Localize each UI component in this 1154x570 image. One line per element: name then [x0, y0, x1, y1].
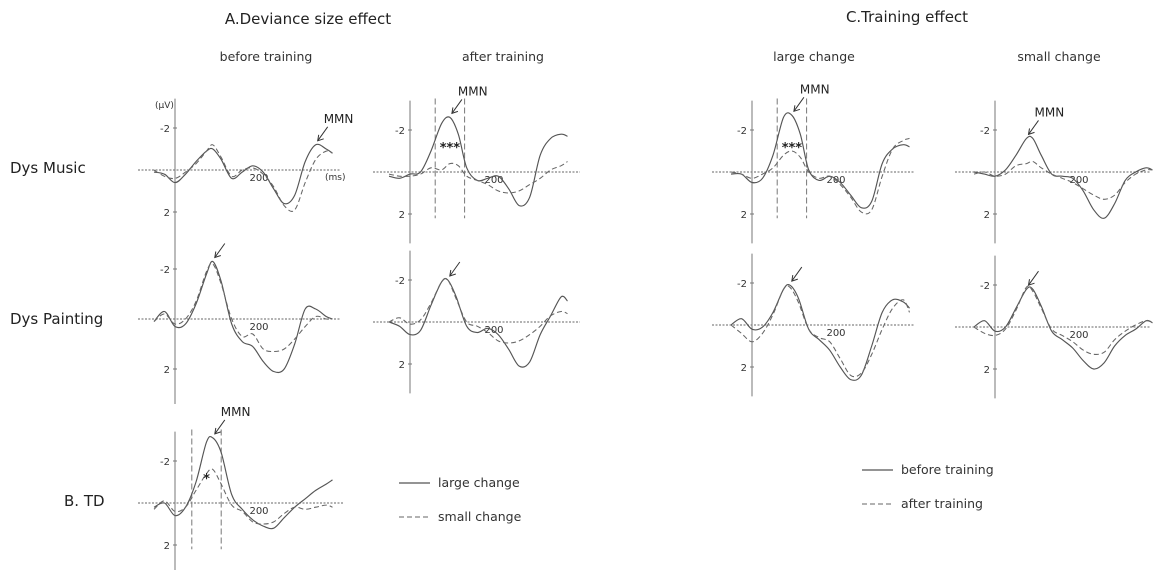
- series-line-solid: [730, 112, 910, 209]
- series-line-dashed: [388, 161, 568, 194]
- x-tick-label: 200: [826, 328, 845, 339]
- column-title-before-training: before training: [220, 49, 313, 64]
- column-title-small-change: small change: [1017, 49, 1101, 64]
- mmn-arrowhead: [791, 275, 798, 282]
- x-tick-label: 200: [249, 322, 268, 333]
- x-tick-label: 200: [1069, 330, 1088, 341]
- panel-c_painting_large: -2 2 200: [712, 253, 915, 397]
- y-tick-label: 2: [164, 208, 170, 219]
- column-title-after-training: after training: [462, 49, 544, 64]
- series-line-dashed: [973, 285, 1153, 355]
- series-line-solid: [388, 277, 568, 368]
- y-tick-label: -2: [160, 265, 170, 276]
- y-tick-label: -2: [160, 457, 170, 468]
- series-line-solid: [153, 143, 333, 205]
- y-unit-label: (µV): [155, 101, 174, 111]
- legend-training: before training after training: [862, 462, 994, 511]
- y-tick-label: -2: [160, 124, 170, 135]
- row-label-dys-music: Dys Music: [10, 159, 86, 177]
- mmn-arrowhead: [793, 105, 801, 113]
- mmn-label: MMN: [800, 82, 830, 96]
- mmn-arrowhead: [214, 427, 221, 435]
- y-tick-label: -2: [980, 281, 990, 292]
- y-tick-label: 2: [164, 541, 170, 552]
- panel-b_td: -2 2 200 MMN *: [138, 405, 343, 570]
- column-title-large-change: large change: [773, 49, 855, 64]
- series-line-solid: [973, 135, 1153, 219]
- mmn-arrowhead: [1027, 128, 1035, 136]
- y-tick-label: 2: [164, 365, 170, 376]
- panel-a_music_after: -2 2 200 MMN ***: [373, 84, 580, 244]
- significance-marker: ***: [440, 141, 461, 156]
- series-line-dashed: [730, 137, 910, 215]
- y-tick-label: 2: [399, 210, 405, 221]
- y-tick-label: 2: [984, 210, 990, 221]
- legend-label-large-change: large change: [438, 475, 520, 490]
- panel-c_music_small: -2 2 200 MMN: [955, 100, 1153, 244]
- mmn-arrow: [1028, 270, 1039, 286]
- y-tick-label: -2: [980, 126, 990, 137]
- panels: -2 2 200 MMN -2 2 200 MMN *** -2 2 200 -2 2 200 -2 2 200 M…: [138, 82, 1153, 570]
- mmn-arrow: [791, 266, 803, 282]
- series-line-dashed: [388, 277, 568, 344]
- y-tick-label: 2: [984, 365, 990, 376]
- y-tick-label: -2: [395, 126, 405, 137]
- mmn-arrowhead: [451, 107, 459, 115]
- x-unit-label: (ms): [325, 173, 345, 183]
- panel-a_music_before: -2 2 200 MMN: [138, 98, 354, 242]
- y-tick-label: -2: [737, 126, 747, 137]
- series-line-solid: [153, 435, 333, 530]
- mmn-label: MMN: [1035, 105, 1065, 119]
- y-tick-label: -2: [395, 276, 405, 287]
- mmn-arrowhead: [214, 251, 221, 259]
- series-line-solid: [973, 286, 1153, 370]
- row-label-dys-painting: Dys Painting: [10, 310, 103, 328]
- row-label-td: B. TD: [64, 492, 105, 510]
- mmn-arrow: [451, 99, 463, 114]
- mmn-arrow: [214, 419, 226, 435]
- series-line-dashed: [153, 262, 333, 353]
- series-line-dashed: [153, 144, 333, 212]
- legend-label-after-training: after training: [901, 496, 983, 511]
- x-tick-label: 200: [249, 173, 268, 184]
- series-line-solid: [388, 116, 568, 207]
- mmn-arrowhead: [317, 134, 324, 142]
- x-tick-label: 200: [249, 506, 268, 517]
- panel-a_painting_before: -2 2 200: [138, 234, 340, 404]
- mmn-arrow: [1028, 120, 1039, 135]
- x-tick-label: 200: [1069, 175, 1088, 186]
- mmn-arrow: [214, 243, 226, 258]
- mmn-label: MMN: [221, 405, 251, 419]
- y-tick-label: 2: [741, 363, 747, 374]
- y-tick-label: -2: [737, 279, 747, 290]
- mmn-label: MMN: [458, 84, 488, 98]
- series-line-dashed: [153, 468, 333, 525]
- mmn-arrowhead: [1027, 279, 1035, 286]
- significance-marker: *: [203, 472, 210, 487]
- legend-label-small-change: small change: [438, 509, 522, 524]
- series-line-solid: [153, 260, 333, 374]
- x-tick-label: 200: [484, 175, 503, 186]
- y-tick-label: 2: [399, 360, 405, 371]
- mmn-label: MMN: [324, 112, 354, 126]
- mmn-arrowhead: [449, 269, 456, 277]
- legend-label-before-training: before training: [901, 462, 994, 477]
- section-title-c: C.Training effect: [846, 8, 968, 26]
- mmn-arrow: [317, 126, 329, 142]
- series-line-dashed: [973, 160, 1153, 200]
- significance-marker: ***: [782, 141, 803, 156]
- y-tick-label: 2: [741, 210, 747, 221]
- mmn-arrow: [793, 97, 805, 112]
- mmn-arrow: [449, 261, 461, 277]
- series-line-solid: [730, 283, 910, 381]
- panel-c_painting_small: -2 2 200: [955, 255, 1153, 399]
- legend-deviance: large change small change: [399, 475, 522, 524]
- series-line-dashed: [730, 285, 910, 378]
- section-title-a: A.Deviance size effect: [225, 10, 391, 28]
